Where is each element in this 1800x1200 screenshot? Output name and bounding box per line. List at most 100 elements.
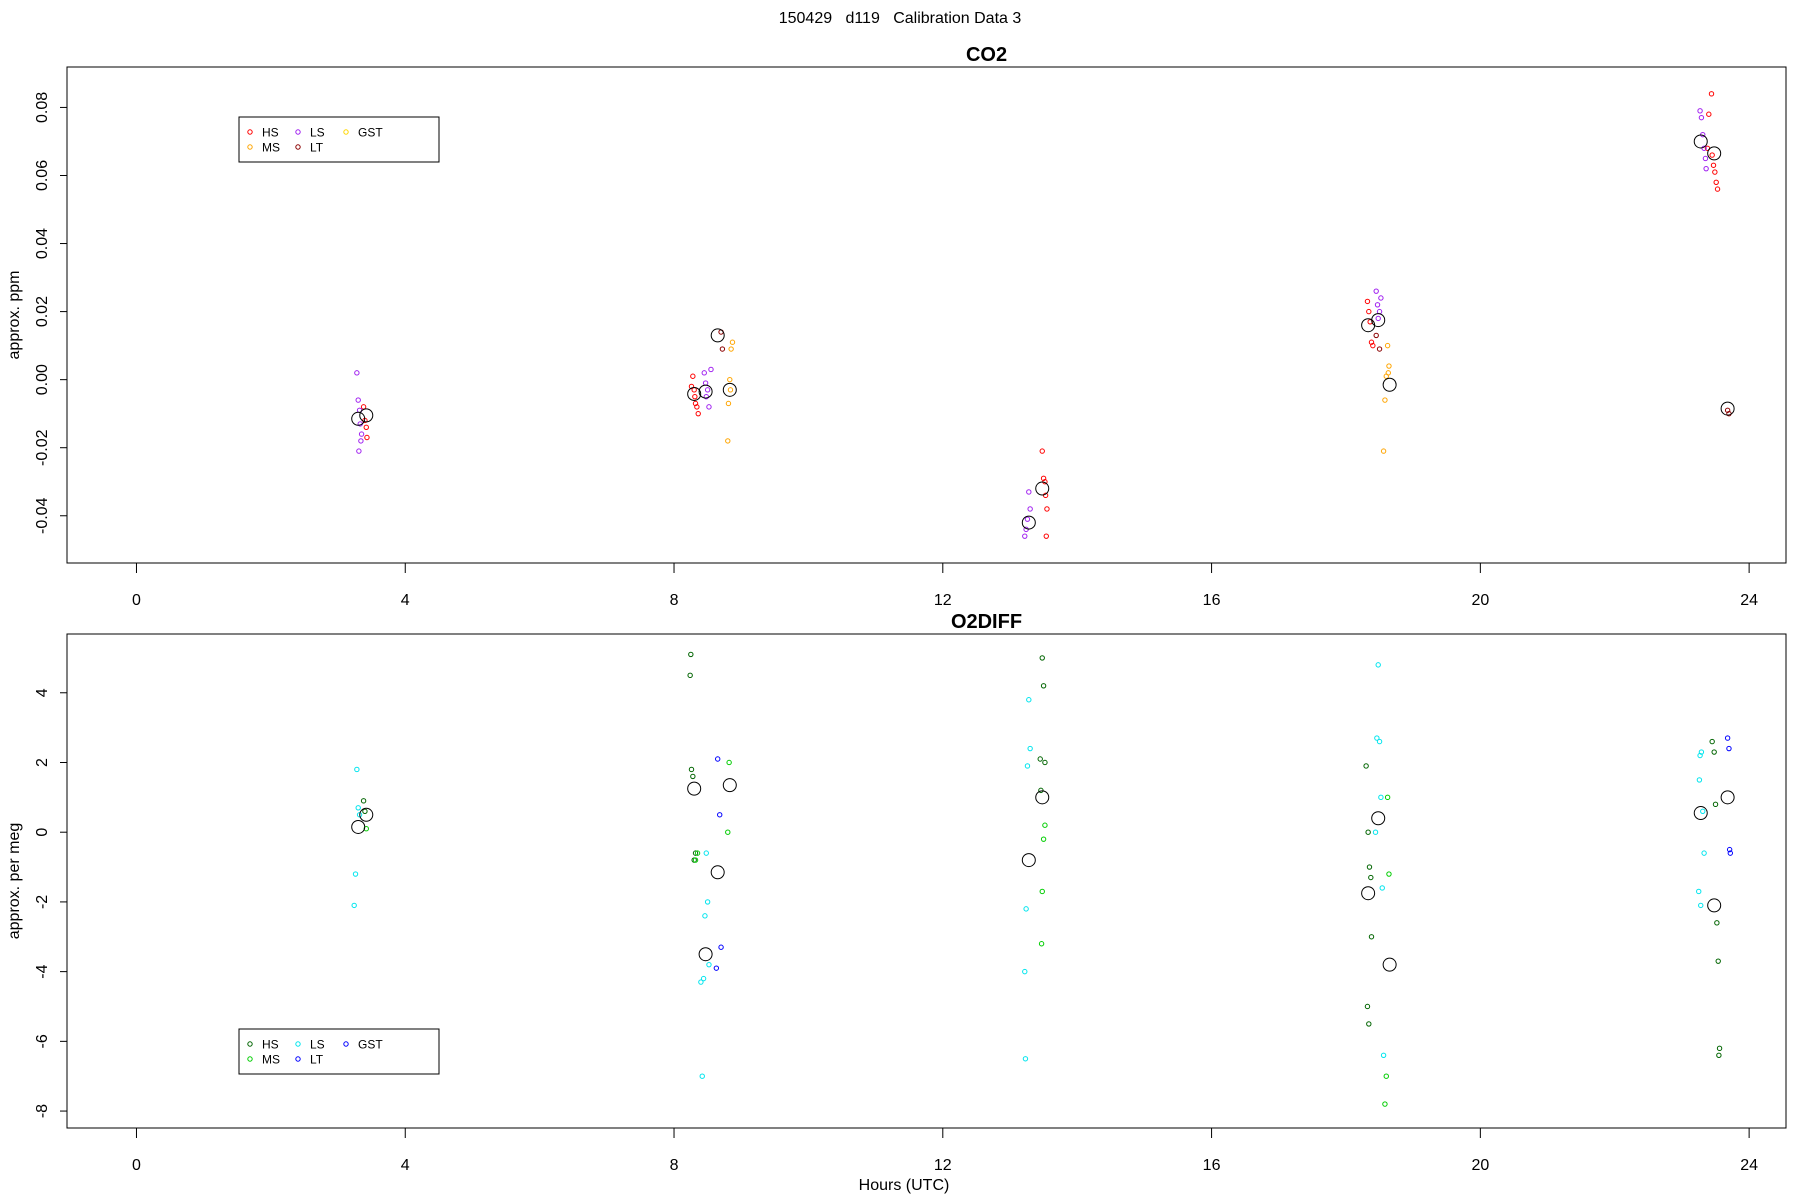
data-point bbox=[692, 857, 699, 863]
x-tick-label: 4 bbox=[401, 592, 410, 609]
data-point bbox=[358, 431, 365, 437]
data-point bbox=[1709, 152, 1715, 158]
data-point bbox=[1374, 735, 1380, 741]
legend-marker bbox=[295, 144, 301, 150]
y-axis: -8 -6 -4 -2 0 2 4 bbox=[34, 688, 67, 1118]
data-point bbox=[1364, 1003, 1371, 1010]
legend-label: LT bbox=[310, 1053, 324, 1067]
data-point bbox=[694, 404, 700, 410]
data-point bbox=[703, 393, 709, 400]
data-point bbox=[1711, 749, 1717, 755]
data-point bbox=[1709, 738, 1715, 745]
data-point bbox=[1710, 162, 1717, 168]
data-point bbox=[702, 913, 708, 919]
mean-marker bbox=[351, 819, 366, 834]
data-point bbox=[704, 899, 711, 905]
data-point bbox=[1697, 108, 1703, 114]
data-point bbox=[727, 376, 733, 383]
mean-marker bbox=[1707, 146, 1722, 161]
data-point bbox=[1713, 179, 1719, 185]
data-point bbox=[706, 404, 712, 410]
mean-marker bbox=[351, 411, 366, 426]
data-point bbox=[1027, 745, 1033, 752]
y-tick-label: 0 bbox=[34, 828, 51, 837]
y-axis-label: approx. ppm bbox=[6, 271, 23, 360]
data-point bbox=[1715, 958, 1721, 964]
legend-marker bbox=[247, 1056, 253, 1062]
data-point bbox=[1024, 516, 1031, 522]
x-axis: 0 4 8 12 16 20 24 bbox=[132, 1127, 1758, 1174]
data-point bbox=[719, 346, 726, 352]
data-point bbox=[726, 759, 732, 766]
data-point bbox=[729, 339, 736, 345]
legend-marker bbox=[247, 129, 253, 135]
data-point bbox=[1702, 155, 1709, 162]
data-point bbox=[725, 400, 732, 407]
x-tick-label: 20 bbox=[1471, 1157, 1489, 1174]
x-tick-label: 0 bbox=[132, 1157, 141, 1174]
y-axis-label: approx. per meg bbox=[6, 823, 23, 940]
data-point bbox=[354, 370, 360, 376]
mean-marker bbox=[1371, 313, 1386, 328]
data-point bbox=[355, 397, 361, 403]
legend-item-ls: LS bbox=[295, 126, 325, 140]
data-point bbox=[1363, 763, 1369, 769]
data-point bbox=[1366, 864, 1373, 870]
data-point bbox=[1726, 846, 1733, 853]
data-point bbox=[363, 424, 369, 430]
data-point bbox=[1703, 165, 1709, 172]
data-point bbox=[1714, 186, 1721, 192]
data-point bbox=[1384, 342, 1391, 349]
series-ms bbox=[363, 759, 1392, 1107]
figure-title: 150429 d119 Calibration Data 3 bbox=[778, 10, 1022, 27]
data-point bbox=[1701, 850, 1707, 856]
x-axis-label: Hours (UTC) bbox=[859, 1177, 950, 1194]
data-point bbox=[1024, 763, 1031, 769]
data-point bbox=[1385, 370, 1391, 376]
x-tick-label: 16 bbox=[1203, 592, 1221, 609]
data-point bbox=[1368, 874, 1374, 881]
y-tick-label: 4 bbox=[34, 688, 51, 697]
legend-box bbox=[238, 116, 440, 163]
data-point bbox=[703, 850, 709, 856]
mean-marker bbox=[1035, 790, 1050, 805]
x-tick-label: 4 bbox=[401, 1157, 410, 1174]
legend-item-gst: GST bbox=[343, 126, 383, 140]
data-point bbox=[1382, 397, 1388, 403]
data-point bbox=[1026, 697, 1032, 703]
mean-marker bbox=[1693, 134, 1708, 149]
data-point bbox=[717, 812, 723, 818]
data-point bbox=[1714, 920, 1720, 926]
y-tick-label: 0.06 bbox=[34, 160, 51, 191]
legend-box bbox=[238, 1028, 440, 1075]
legend-marker bbox=[343, 129, 349, 135]
data-point bbox=[1022, 533, 1028, 539]
y-tick-label: -6 bbox=[34, 1034, 51, 1048]
data-point bbox=[1027, 506, 1033, 512]
x-tick-label: 8 bbox=[670, 1157, 679, 1174]
data-point bbox=[1379, 885, 1385, 891]
data-point bbox=[1023, 906, 1029, 912]
legend-item-ms: MS bbox=[247, 141, 280, 155]
data-point bbox=[699, 1073, 705, 1079]
data-point bbox=[362, 808, 368, 814]
x-tick-label: 12 bbox=[934, 1157, 952, 1174]
series-hs bbox=[360, 651, 1723, 1058]
legend-label: GST bbox=[358, 1038, 383, 1052]
mean-marker bbox=[710, 865, 725, 880]
data-point bbox=[1386, 871, 1392, 877]
y-tick-label: 0.08 bbox=[34, 92, 51, 123]
data-point bbox=[1044, 506, 1050, 512]
mean-marker bbox=[698, 947, 713, 962]
mean-marker bbox=[1707, 898, 1722, 913]
x-tick-label: 20 bbox=[1471, 592, 1489, 609]
legend-marker bbox=[295, 129, 301, 135]
mean-marker bbox=[1720, 401, 1735, 416]
data-point bbox=[1708, 91, 1715, 97]
data-point bbox=[1724, 735, 1731, 741]
data-point bbox=[708, 366, 714, 373]
y-tick-label: 0.00 bbox=[34, 364, 51, 395]
legend-label: HS bbox=[262, 126, 279, 140]
data-point bbox=[704, 387, 711, 393]
